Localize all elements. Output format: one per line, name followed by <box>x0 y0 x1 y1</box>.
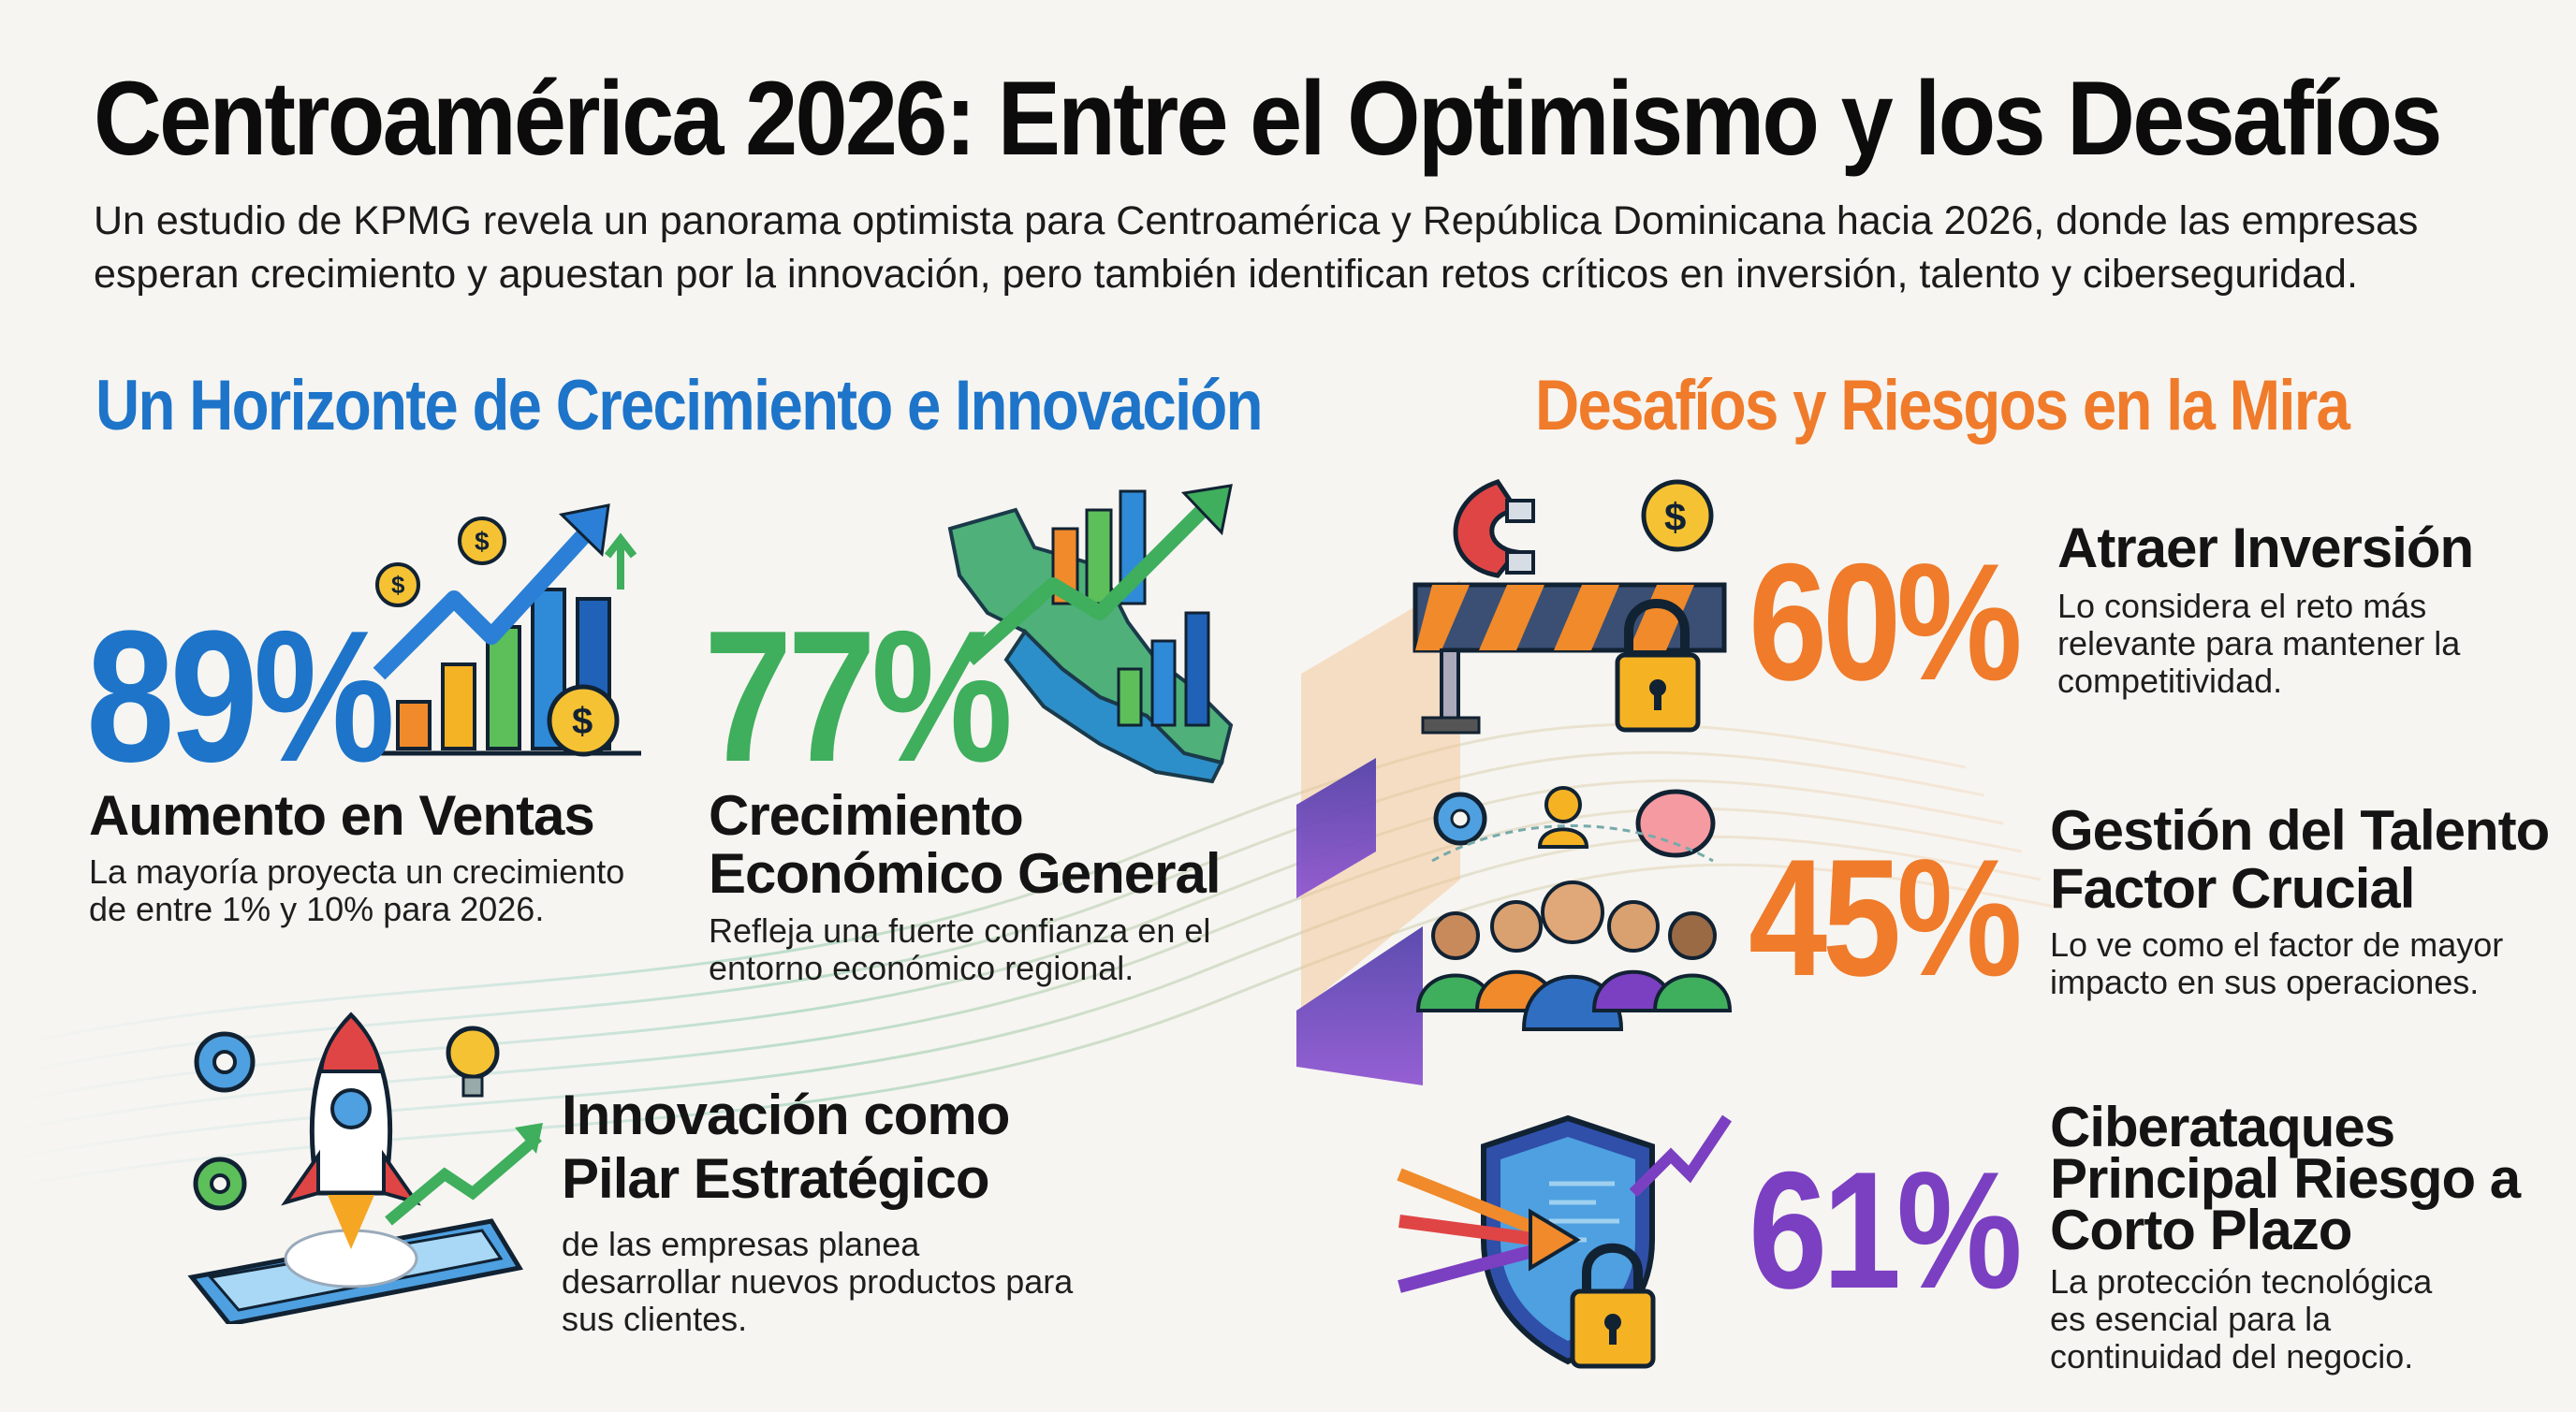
innovation-description: de las empresas planea desarrollar nuevo… <box>562 1225 1074 1338</box>
svg-text:$: $ <box>1664 495 1686 539</box>
sales-percentage: 89% <box>86 592 395 801</box>
cyber-description: La protección tecnológica es esencial pa… <box>2050 1262 2433 1376</box>
economy-title-line1: Crecimiento <box>709 784 1024 847</box>
cyber-title-line2: Principal Riesgo a <box>2050 1147 2521 1210</box>
innovation-title-line2: Pilar Estratégico <box>562 1147 990 1210</box>
talent-percentage: 45% <box>1749 824 2023 1011</box>
investment-percentage: 60% <box>1749 529 2023 715</box>
sales-description: La mayoría proyecta un crecimiento de en… <box>89 852 625 928</box>
risks-section-heading: Desafíos y Riesgos en la Mira <box>1535 366 2350 445</box>
innovation-title-line1: Innovación como <box>562 1084 1010 1146</box>
growth-chart-icon: $ $ $ <box>373 503 641 757</box>
investment-description: Lo considera el reto más relevante para … <box>2057 587 2461 700</box>
economy-description: Refleja una fuerte confianza en el entor… <box>709 911 1211 987</box>
svg-text:$: $ <box>572 701 593 742</box>
talent-description: Lo ve como el factor de mayor impacto en… <box>2050 925 2504 1001</box>
talent-title-line1: Gestión del Talento <box>2050 799 2550 862</box>
page-title: Centroamérica 2026: Entre el Optimismo y… <box>94 60 2442 177</box>
talent-title-line2: Factor Crucial <box>2050 857 2415 920</box>
cyber-percentage: 61% <box>1749 1137 2023 1323</box>
magnet-barrier-icon: $ <box>1412 479 1727 735</box>
growth-section-heading: Un Horizonte de Crecimiento e Innovación <box>95 366 1264 445</box>
investment-title: Atraer Inversión <box>2057 517 2474 579</box>
svg-text:$: $ <box>391 571 405 599</box>
economy-percentage: 77% <box>704 592 1013 801</box>
svg-text:$: $ <box>475 527 490 556</box>
team-network-icon <box>1415 786 1733 1031</box>
cyber-title-line1: Ciberataques <box>2050 1096 2395 1158</box>
page-subtitle: Un estudio de KPMG revela un panorama op… <box>94 198 2419 297</box>
economy-title-line2: Económico General <box>709 842 1222 905</box>
cyber-shield-icon <box>1397 1114 1732 1369</box>
cyber-title-line3: Corto Plazo <box>2050 1199 2352 1261</box>
central-america-map-icon <box>947 484 1234 784</box>
sales-title: Aumento en Ventas <box>89 784 595 847</box>
rocket-launch-icon <box>187 1012 543 1324</box>
